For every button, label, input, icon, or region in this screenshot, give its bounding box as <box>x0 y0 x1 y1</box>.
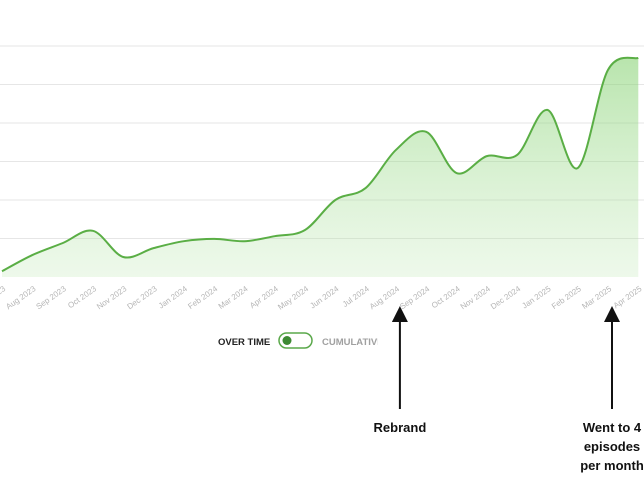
x-tick-label: Feb 2024 <box>186 284 219 311</box>
annotation-text: Rebrand <box>374 420 427 435</box>
annotation-text: episodes <box>584 439 640 454</box>
x-tick-label: Oct 2024 <box>430 284 462 310</box>
x-tick-label: Sep 2024 <box>398 284 432 311</box>
annotation-text: per month <box>580 458 644 473</box>
toggle-option[interactable]: CUMULATIVE <box>322 337 384 348</box>
x-tick-label: Nov 2023 <box>95 284 129 311</box>
x-tick-label: Sep 2023 <box>35 284 69 311</box>
annotation-text: Went to 4 <box>583 420 642 435</box>
view-toggle[interactable]: OVER TIME CUMULATIVE <box>218 332 384 349</box>
x-tick-label: Oct 2023 <box>66 284 98 310</box>
x-tick-label: Jan 2024 <box>157 284 190 311</box>
x-tick-label: Apr 2025 <box>612 284 644 310</box>
x-tick-label: Mar 2024 <box>217 284 250 311</box>
x-tick-label: Aug 2024 <box>368 284 402 311</box>
arrow-mask <box>378 333 386 349</box>
x-tick-label: Aug 2023 <box>4 284 38 311</box>
toggle-knob <box>282 336 292 345</box>
x-tick-label: Mar 2025 <box>580 284 613 311</box>
x-tick-label: Jun 2024 <box>308 284 341 311</box>
x-tick-label: May 2024 <box>276 284 310 312</box>
x-tick-label: Jan 2025 <box>520 284 553 311</box>
area-line <box>1 56 639 273</box>
x-tick-label: Dec 2023 <box>125 284 159 311</box>
x-tick-label: Nov 2024 <box>459 284 493 311</box>
x-tick-label: Jul 2024 <box>341 284 371 309</box>
x-tick-label: Feb 2025 <box>550 284 583 311</box>
toggle-option[interactable]: OVER TIME <box>218 337 270 348</box>
x-tick-label: Apr 2024 <box>248 284 280 310</box>
area-fill <box>2 57 639 278</box>
x-tick-label: Dec 2024 <box>489 284 523 311</box>
